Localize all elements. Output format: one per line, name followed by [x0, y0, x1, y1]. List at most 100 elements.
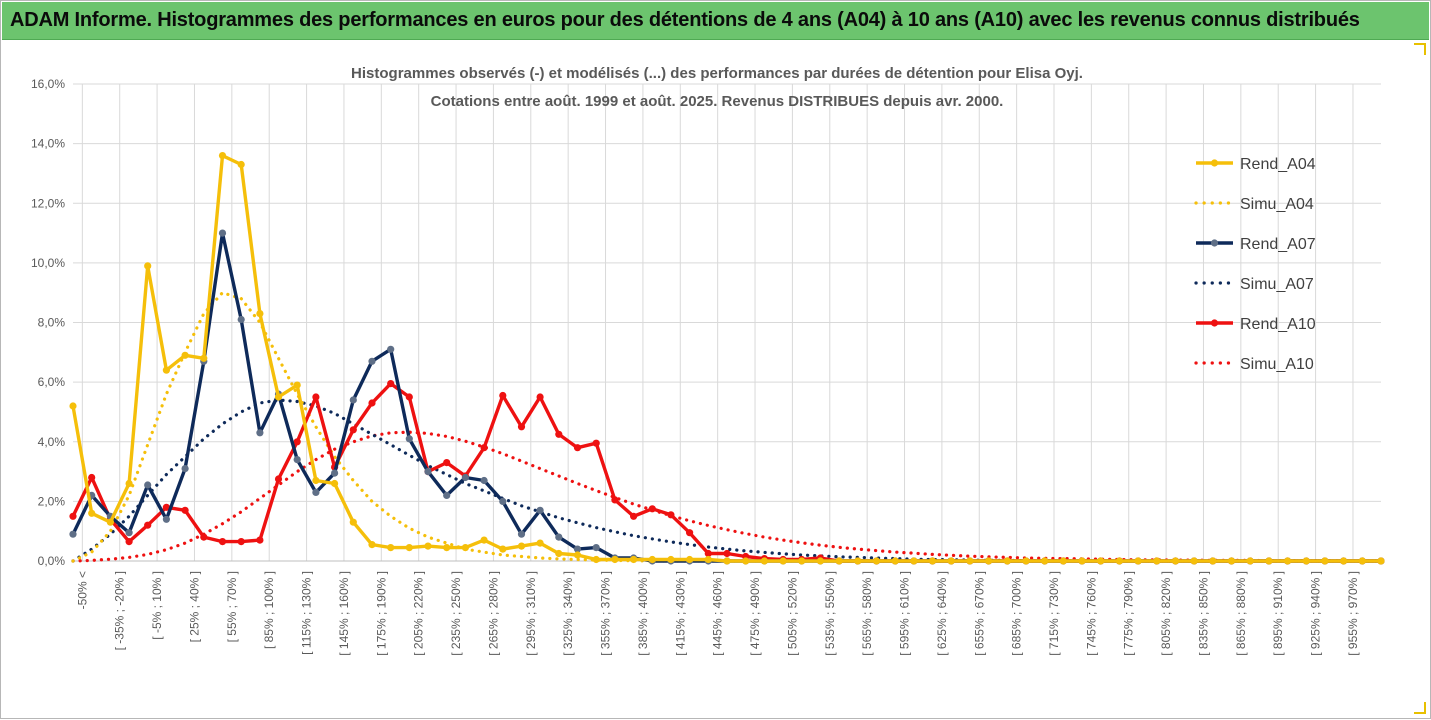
data-point-rend_a07: [125, 529, 133, 537]
data-point-rend_a04: [387, 544, 395, 552]
data-point-rend_a04: [480, 536, 488, 544]
chart-title-line-1: Histogrammes observés (-) et modélisés (…: [351, 65, 1083, 82]
data-point-rend_a04: [704, 555, 712, 564]
data-point-rend_a07: [256, 429, 264, 437]
legend: Rend_A04 Simu_A04 Rend_A07 Simu_A07 Rend_A10…: [1194, 156, 1316, 373]
y-tick-label: 4,0%: [38, 435, 66, 449]
gridlines: [73, 83, 1381, 561]
data-point-rend_a07: [424, 468, 432, 476]
data-point-rend_a10: [274, 475, 283, 483]
data-point-rend_a04: [368, 541, 376, 549]
data-point-rend_a10: [293, 438, 301, 446]
x-tick-label: [ 715% ; 730% ]: [1047, 571, 1061, 656]
data-point-rend_a04: [1190, 557, 1198, 565]
legend-label: Rend_A07: [1240, 236, 1316, 253]
data-point-rend_a04: [181, 351, 189, 359]
data-point-rend_a07: [443, 491, 451, 499]
x-tick-label: [ 925% ; 940% ]: [1309, 571, 1323, 656]
x-tick-label: [ 475% ; 490% ]: [748, 571, 762, 656]
chart-title-line-2: Cotations entre août. 1999 et août. 2025…: [431, 93, 1004, 110]
data-point-rend_a04: [1340, 557, 1348, 565]
x-tick-label: [ 655% ; 670% ]: [972, 571, 986, 656]
x-tick-label: [ 265% ; 280% ]: [486, 571, 500, 656]
data-point-rend_a10: [443, 459, 451, 467]
x-tick-label: [ 565% ; 580% ]: [860, 571, 874, 656]
data-point-rend_a04: [349, 518, 357, 526]
data-point-rend_a04: [742, 557, 750, 565]
data-point-rend_a04: [125, 479, 133, 488]
data-point-rend_a10: [349, 426, 357, 434]
legend-label: Simu_A07: [1240, 276, 1314, 293]
data-point-rend_a04: [162, 366, 170, 374]
data-point-rend_a04: [1302, 557, 1310, 565]
data-point-rend_a04: [555, 549, 563, 558]
data-point-rend_a07: [218, 229, 227, 237]
data-point-rend_a07: [69, 530, 77, 538]
data-point-rend_a07: [181, 465, 189, 473]
data-point-rend_a04: [331, 479, 339, 488]
data-point-rend_a04: [816, 557, 825, 565]
data-point-rend_a04: [1003, 557, 1011, 565]
data-point-rend_a07: [237, 315, 245, 324]
data-point-rend_a07: [405, 435, 413, 443]
data-point-rend_a10: [368, 399, 376, 407]
data-point-rend_a07: [499, 497, 507, 505]
data-point-rend_a10: [480, 444, 488, 452]
x-tick-label: [ 25% ; 40% ]: [187, 571, 201, 642]
data-point-rend_a07: [517, 530, 526, 538]
data-point-rend_a04: [1284, 557, 1292, 565]
data-point-rend_a04: [779, 557, 787, 565]
x-tick-label: [ 745% ; 760% ]: [1084, 571, 1098, 656]
data-point-rend_a04: [237, 160, 245, 169]
data-point-rend_a04: [835, 557, 843, 565]
data-point-rend_a04: [667, 555, 675, 564]
data-point-rend_a10: [405, 393, 413, 401]
data-point-rend_a04: [293, 381, 301, 389]
data-point-rend_a07: [536, 506, 544, 514]
data-point-rend_a10: [499, 391, 507, 400]
data-point-rend_a10: [592, 439, 600, 447]
y-tick-label: 10,0%: [31, 256, 65, 270]
x-tick-label: [ 595% ; 610% ]: [898, 571, 912, 656]
data-point-rend_a04: [274, 393, 283, 401]
x-tick-label: [ 865% ; 880% ]: [1234, 571, 1248, 656]
data-point-rend_a10: [555, 430, 563, 438]
data-point-rend_a04: [592, 555, 600, 564]
x-tick-label: [ 205% ; 220% ]: [412, 571, 426, 656]
data-point-rend_a04: [200, 354, 208, 362]
data-point-rend_a04: [1059, 557, 1067, 565]
data-point-rend_a04: [723, 557, 731, 565]
x-tick-label: [ 115% ; 130% ]: [300, 571, 314, 655]
data-point-rend_a10: [667, 511, 675, 519]
data-point-rend_a04: [872, 557, 881, 565]
data-point-rend_a04: [611, 555, 619, 564]
x-tick-label: [ 775% ; 790% ]: [1122, 571, 1136, 656]
data-point-rend_a10: [88, 473, 96, 482]
data-point-rend_a07: [368, 357, 376, 365]
data-point-rend_a10: [256, 536, 264, 544]
data-point-rend_a10: [536, 393, 544, 401]
data-point-rend_a10: [162, 503, 170, 511]
y-tick-label: 6,0%: [38, 375, 66, 389]
data-point-rend_a07: [349, 396, 357, 404]
data-point-rend_a10: [387, 380, 395, 388]
data-point-rend_a10: [144, 521, 152, 529]
data-point-rend_a04: [88, 509, 96, 517]
x-tick-label: [ 85% ; 100% ]: [262, 571, 276, 649]
data-point-rend_a10: [611, 496, 619, 504]
data-point-rend_a07: [573, 545, 582, 553]
report-title: ADAM Informe. Histogrammes des performan…: [10, 9, 1360, 31]
data-point-rend_a04: [1377, 557, 1385, 565]
data-point-rend_a10: [312, 393, 320, 401]
chart-title: Histogrammes observés (-) et modélisés (…: [351, 65, 1083, 110]
series-line-simu_a10: [71, 430, 1383, 563]
legend-label: Simu_A04: [1240, 196, 1314, 213]
data-point-rend_a04: [686, 555, 694, 564]
data-point-rend_a07: [162, 515, 170, 523]
legend-marker: [1210, 239, 1219, 247]
data-point-rend_a04: [218, 152, 227, 160]
data-point-rend_a04: [1321, 557, 1329, 565]
data-point-rend_a04: [1358, 557, 1366, 565]
